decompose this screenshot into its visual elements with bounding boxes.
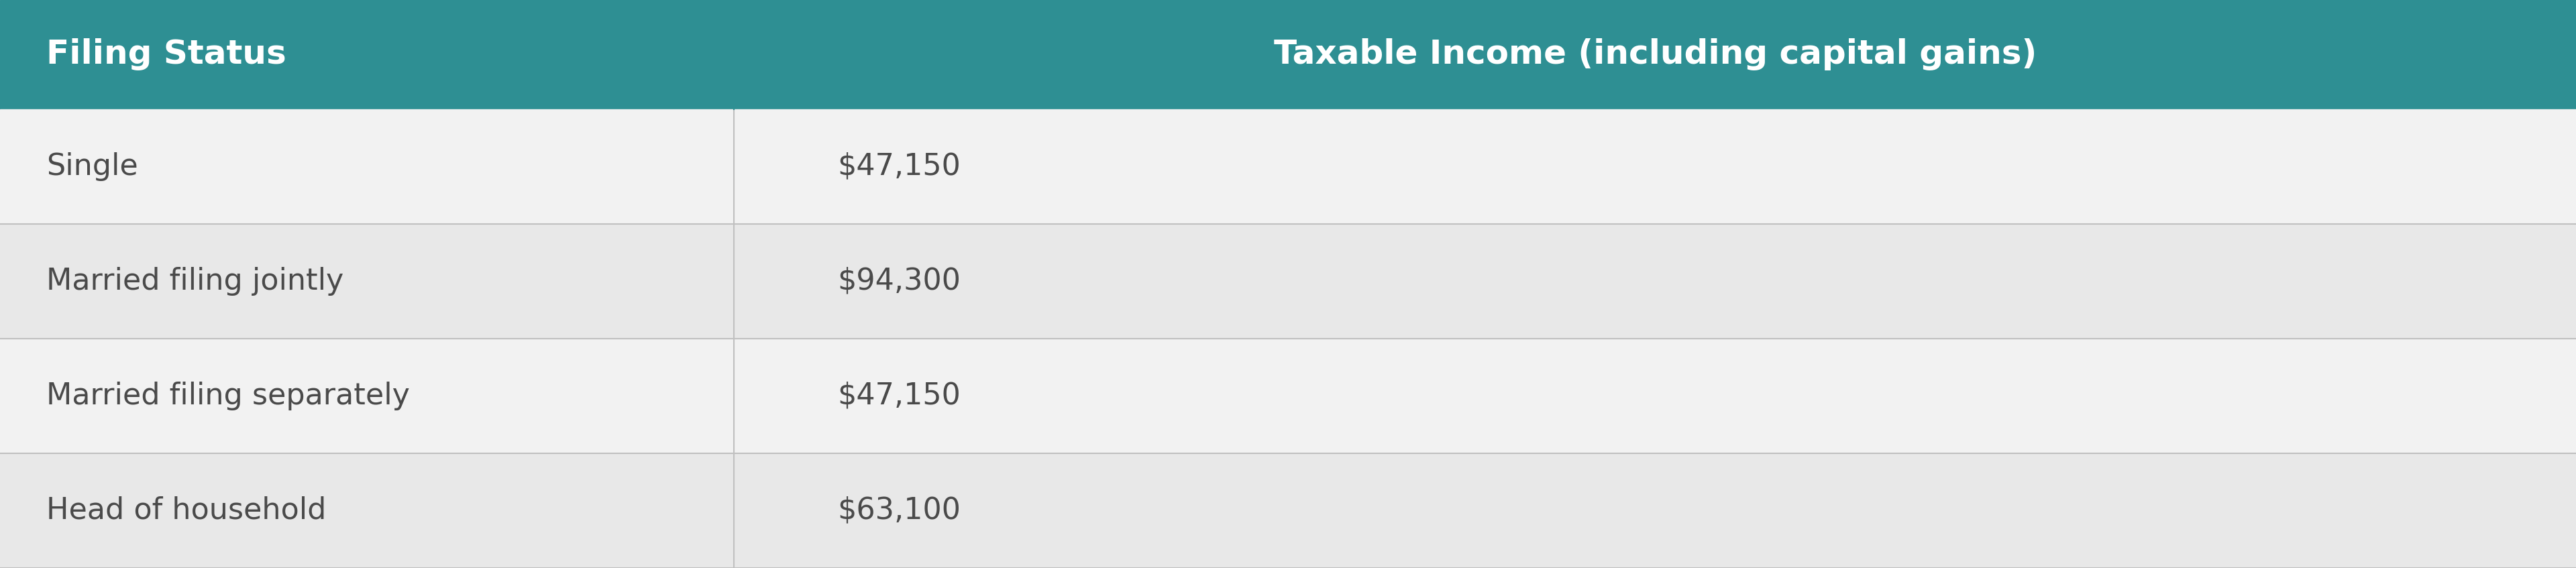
Text: $47,150: $47,150 bbox=[837, 382, 961, 410]
Text: $63,100: $63,100 bbox=[837, 496, 961, 525]
Bar bbox=[0, 0, 2576, 109]
Bar bbox=[0, 109, 2576, 224]
Text: Head of household: Head of household bbox=[46, 496, 327, 525]
Text: Taxable Income (including capital gains): Taxable Income (including capital gains) bbox=[1273, 39, 2038, 70]
Bar bbox=[0, 339, 2576, 453]
Text: Single: Single bbox=[46, 152, 139, 181]
Bar bbox=[0, 453, 2576, 568]
Text: $47,150: $47,150 bbox=[837, 152, 961, 181]
Text: Married filing separately: Married filing separately bbox=[46, 382, 410, 410]
Text: $94,300: $94,300 bbox=[837, 267, 961, 296]
Bar bbox=[0, 224, 2576, 339]
Text: Married filing jointly: Married filing jointly bbox=[46, 267, 343, 296]
Text: Filing Status: Filing Status bbox=[46, 39, 286, 70]
